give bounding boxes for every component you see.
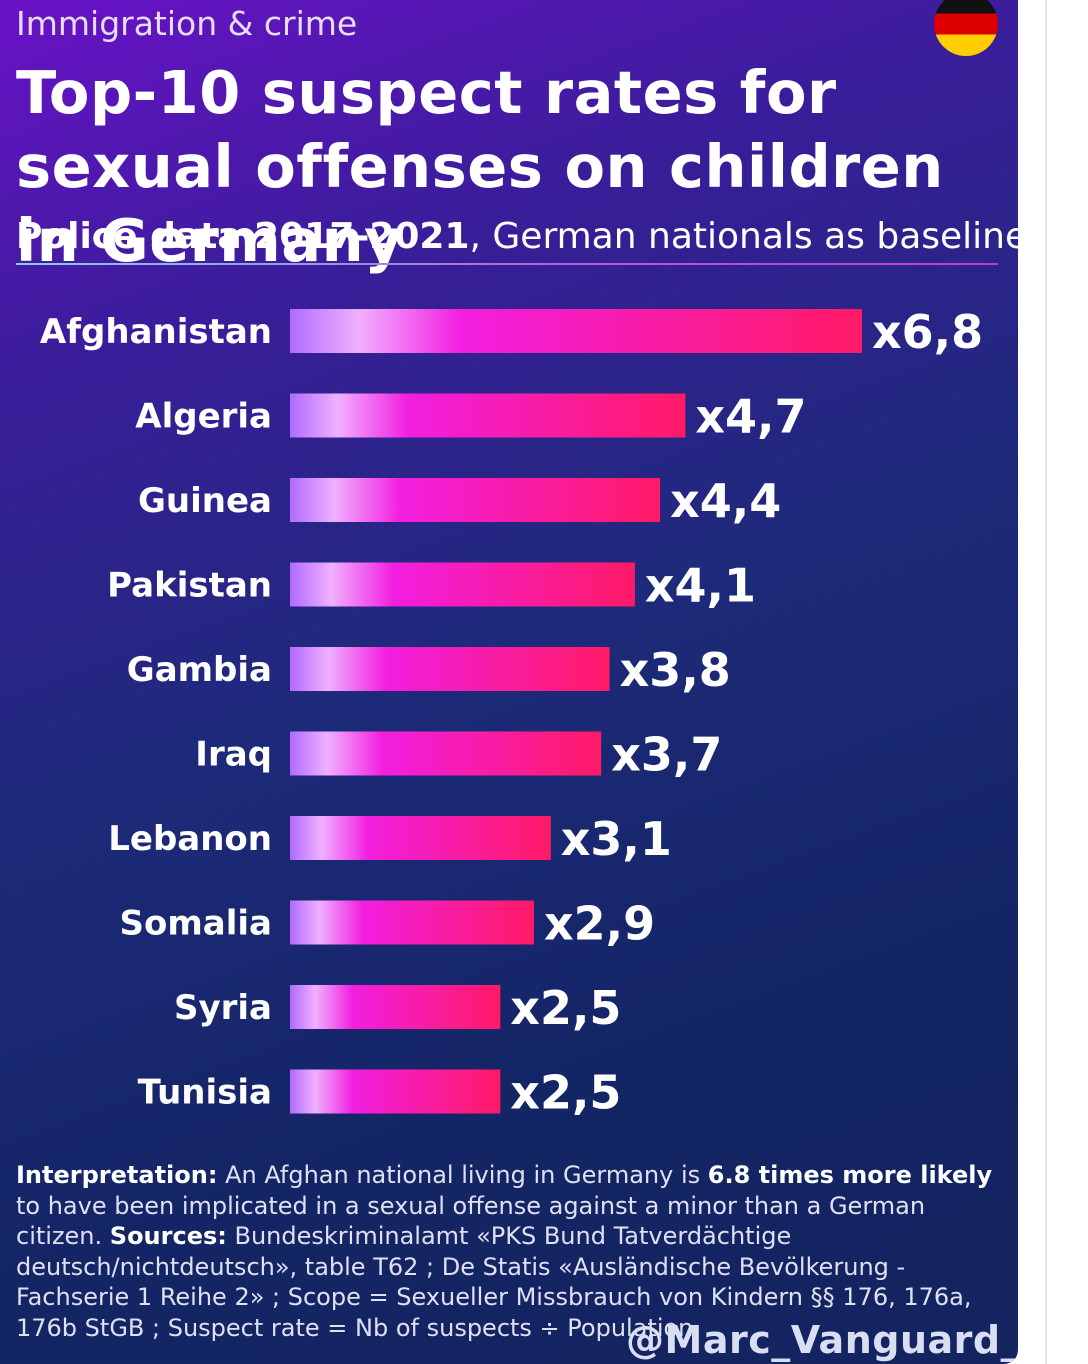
value-label-tunisia: x2,5 [510, 1066, 621, 1120]
value-label-syria: x2,5 [510, 981, 621, 1035]
author-handle: @Marc_Vanguard_i [626, 1318, 1018, 1362]
interpretation-text-2: to have been implicated in a sexual offe… [16, 1191, 926, 1251]
value-label-iraq: x3,7 [611, 728, 722, 782]
title-divider [16, 263, 998, 265]
footnote: Interpretation: An Afghan national livin… [16, 1160, 1006, 1344]
interpretation-label: Interpretation: [16, 1161, 218, 1189]
bar-guinea [290, 478, 661, 522]
subtitle-bold: Police data 2017-2021 [16, 216, 470, 257]
interpretation-text-1: An Afghan national living in Germany is [217, 1161, 708, 1189]
bars-group: Afghanistan x6,8 Algeria x4,7 Guinea x4,4 Paki… [40, 305, 983, 1120]
value-label-afghanistan: x6,8 [872, 305, 983, 359]
bar-pakistan [290, 562, 635, 607]
value-label-algeria: x4,7 [695, 390, 806, 444]
value-label-somalia: x2,9 [544, 897, 655, 951]
bar-afghanistan [290, 309, 862, 353]
value-label-guinea: x4,4 [670, 474, 781, 528]
bar-iraq [290, 731, 602, 776]
category-label-algeria: Algeria [135, 397, 272, 437]
category-label-iraq: Iraq [195, 735, 272, 775]
sources-label: Sources: [109, 1222, 227, 1251]
category-label-pakistan: Pakistan [107, 566, 272, 606]
category-label-tunisia: Tunisia [138, 1073, 272, 1113]
bar-syria [290, 985, 501, 1029]
value-label-lebanon: x3,1 [561, 812, 672, 866]
bar-tunisia [290, 1069, 501, 1114]
value-label-gambia: x3,8 [620, 643, 731, 697]
category-label-syria: Syria [174, 988, 272, 1028]
interpretation-highlight: 6.8 times more likely [707, 1161, 993, 1189]
category-label-somalia: Somalia [120, 904, 272, 944]
sources-text: Bundeskriminalamt «PKS Bund Tatverdächti… [16, 1222, 972, 1342]
category-label-afghanistan: Afghanistan [40, 312, 272, 352]
category-label-guinea: Guinea [138, 481, 272, 521]
category-label-gambia: Gambia [127, 650, 272, 690]
page-divider [1045, 0, 1047, 1364]
bar-chart: Afghanistan x6,8 Algeria x4,7 Guinea x4,4 Paki… [40, 305, 983, 1120]
value-label-pakistan: x4,1 [645, 559, 756, 613]
kicker-text: Immigration & crime [16, 4, 358, 43]
page-title: Top-10 suspect rates for sexual offenses… [16, 58, 944, 275]
subtitle: Police data 2017-2021, German nationals … [16, 216, 1018, 257]
bar-algeria [290, 393, 686, 438]
germany-flag-icon [934, 0, 998, 56]
bar-gambia [290, 647, 610, 691]
bar-lebanon [290, 816, 551, 860]
infographic-card: Immigration & crime Top-10 suspect rates… [0, 0, 1018, 1364]
category-label-lebanon: Lebanon [108, 819, 272, 859]
bar-somalia [290, 900, 534, 945]
subtitle-rest: , German nationals as baseline [469, 216, 1018, 257]
